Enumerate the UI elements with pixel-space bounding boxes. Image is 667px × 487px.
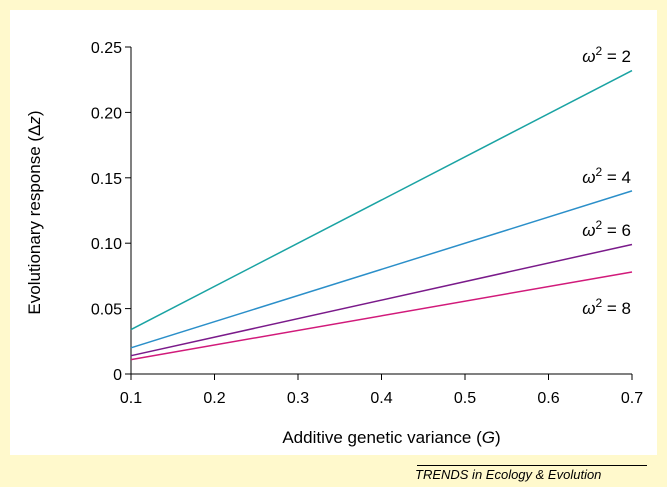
x-tick-label: 0.3	[287, 390, 309, 407]
x-tick-label: 0.6	[537, 390, 559, 407]
series-label: ω2 = 4	[582, 165, 631, 187]
y-tick-label: 0.05	[91, 302, 122, 319]
source-credit: TRENDS in Ecology & Evolution	[415, 467, 602, 482]
y-tick-label: 0.10	[91, 236, 122, 253]
x-tick-label: 0.2	[203, 390, 225, 407]
series-line	[130, 243, 633, 357]
x-tick-label: 0.5	[454, 390, 476, 407]
y-tick-label: 0.20	[91, 105, 122, 122]
x-tick-label: 0.4	[370, 390, 392, 407]
series-line	[130, 271, 633, 361]
x-tick-label: 0.7	[621, 390, 643, 407]
y-tick-label: 0	[113, 367, 122, 384]
chart-marks: 0 0.05 0.10 0.15 0.20 0.25 0.1 0.2 0.3 0.4 0.5 0.6 0…	[25, 40, 643, 447]
series-line	[130, 190, 633, 349]
y-tick-label: 0.15	[91, 171, 122, 188]
footer-rule	[417, 465, 647, 466]
series-line	[130, 69, 633, 331]
x-axis-title: Additive genetic variance (G)	[282, 428, 500, 447]
series-label: ω2 = 8	[582, 296, 631, 318]
plot-panel	[10, 10, 657, 455]
y-axis-title: Evolutionary response (Δz)	[25, 110, 44, 314]
series-label: ω2 = 6	[582, 218, 631, 240]
y-tick-label: 0.25	[91, 40, 122, 57]
x-tick-label: 0.1	[120, 390, 142, 407]
series-label: ω2 = 2	[582, 44, 631, 66]
